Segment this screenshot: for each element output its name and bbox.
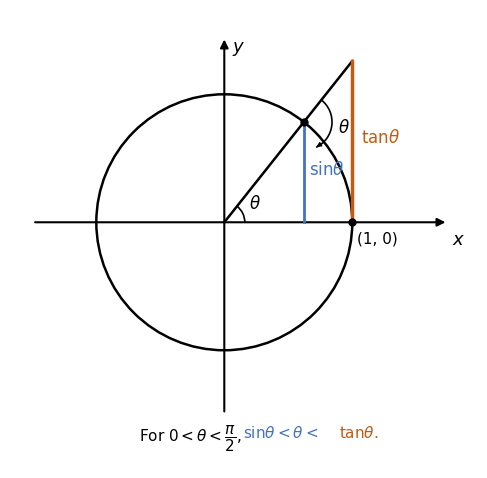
Text: sin$\theta$: sin$\theta$ [309, 161, 345, 179]
Text: $\mathrm{sin}\theta < \theta < $: $\mathrm{sin}\theta < \theta < $ [244, 424, 319, 441]
Text: tan$\theta$: tan$\theta$ [361, 130, 400, 147]
Text: $\theta$: $\theta$ [338, 120, 350, 137]
Text: x: x [452, 231, 463, 249]
Text: (1, 0): (1, 0) [357, 231, 398, 246]
Text: $\theta$: $\theta$ [249, 196, 261, 213]
Text: $\mathrm{tan}\theta.$: $\mathrm{tan}\theta.$ [339, 424, 379, 441]
Text: y: y [232, 38, 243, 56]
Text: For $0 < \theta < \dfrac{\pi}{2}$,: For $0 < \theta < \dfrac{\pi}{2}$, [139, 424, 244, 455]
